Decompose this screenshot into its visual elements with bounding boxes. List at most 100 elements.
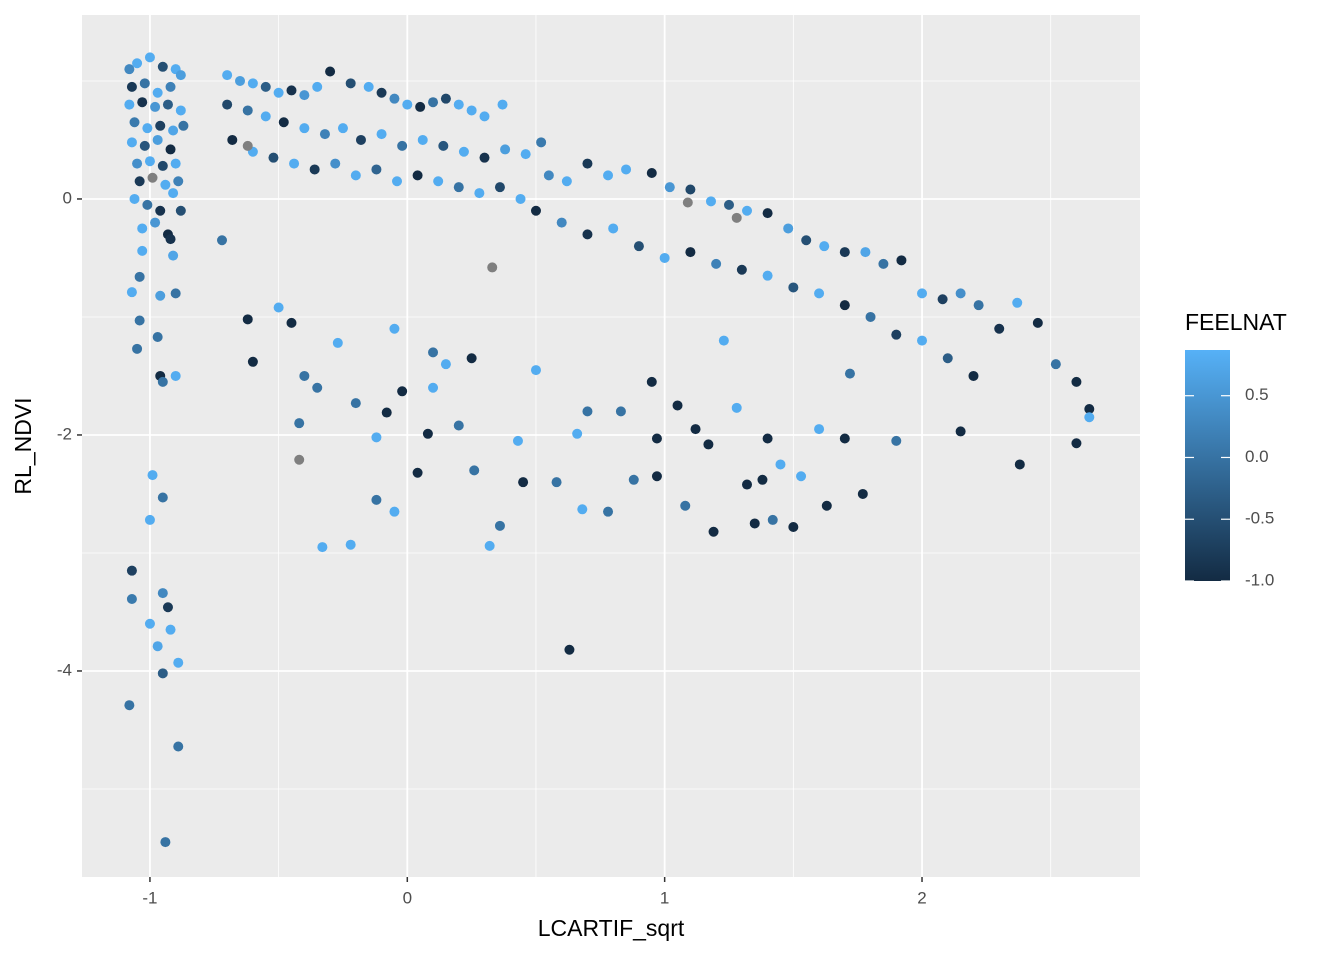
y-tick-label: 0 (63, 188, 72, 207)
point (350, 398, 361, 409)
point (680, 500, 691, 511)
point (242, 140, 253, 151)
point (235, 75, 246, 86)
point (801, 235, 812, 246)
point (144, 618, 155, 629)
point (415, 101, 426, 112)
x-axis-title: LCARTIF_sqrt (538, 915, 685, 941)
point (453, 182, 464, 193)
point (757, 474, 768, 485)
point (582, 406, 593, 417)
point (749, 518, 760, 529)
point (155, 120, 166, 131)
point (484, 540, 495, 551)
point (142, 199, 153, 210)
point (222, 70, 233, 81)
point (530, 365, 541, 376)
point (857, 488, 868, 499)
point (608, 223, 619, 234)
colorbar-tick-label: -0.5 (1245, 509, 1274, 528)
point (651, 433, 662, 444)
point (896, 255, 907, 266)
x-tick-label: 1 (660, 888, 669, 907)
colorbar-tick-label: 0.0 (1245, 447, 1269, 466)
point (319, 129, 330, 140)
point (389, 506, 400, 517)
point (317, 542, 328, 553)
point (628, 474, 639, 485)
point (685, 247, 696, 258)
point (564, 644, 575, 655)
point (891, 435, 902, 446)
point (814, 288, 825, 299)
point (389, 323, 400, 334)
point (417, 134, 428, 145)
plot-panel (82, 15, 1140, 877)
point (332, 337, 343, 348)
point (440, 359, 451, 370)
point (474, 188, 485, 199)
point (217, 235, 228, 246)
point (286, 317, 297, 328)
point (973, 300, 984, 311)
point (775, 459, 786, 470)
point (144, 156, 155, 167)
point (260, 81, 271, 92)
point (157, 61, 168, 72)
point (152, 641, 163, 652)
point (672, 400, 683, 411)
point (479, 111, 490, 122)
point (371, 164, 382, 175)
point (355, 134, 366, 145)
point (690, 424, 701, 435)
point (783, 223, 794, 234)
point (126, 137, 137, 148)
point (500, 144, 511, 155)
point (376, 129, 387, 140)
point (685, 184, 696, 195)
point (160, 837, 171, 848)
point (453, 99, 464, 110)
point (742, 479, 753, 490)
colorbar (1185, 350, 1230, 581)
point (124, 99, 135, 110)
point (137, 97, 148, 108)
point (1050, 359, 1061, 370)
point (242, 105, 253, 116)
point (170, 158, 181, 169)
point (144, 514, 155, 525)
point (742, 205, 753, 216)
point (664, 182, 675, 193)
point (247, 78, 258, 89)
point (497, 99, 508, 110)
point (157, 376, 168, 387)
point (363, 81, 374, 92)
point (152, 87, 163, 98)
point (428, 97, 439, 108)
point (796, 471, 807, 482)
point (412, 467, 423, 478)
point (157, 160, 168, 171)
point (1032, 317, 1043, 328)
point (129, 117, 140, 128)
point (1084, 404, 1095, 415)
point (621, 164, 632, 175)
point (157, 588, 168, 599)
point (134, 176, 145, 187)
point (543, 170, 554, 181)
point (633, 241, 644, 252)
point (659, 252, 670, 263)
point (572, 428, 583, 439)
point (433, 176, 444, 187)
point (162, 99, 173, 110)
point (129, 193, 140, 204)
point (646, 376, 657, 387)
point (705, 196, 716, 207)
point (561, 176, 572, 187)
point (520, 149, 531, 160)
point (132, 343, 143, 354)
point (487, 262, 498, 273)
point (268, 152, 279, 163)
point (175, 205, 186, 216)
